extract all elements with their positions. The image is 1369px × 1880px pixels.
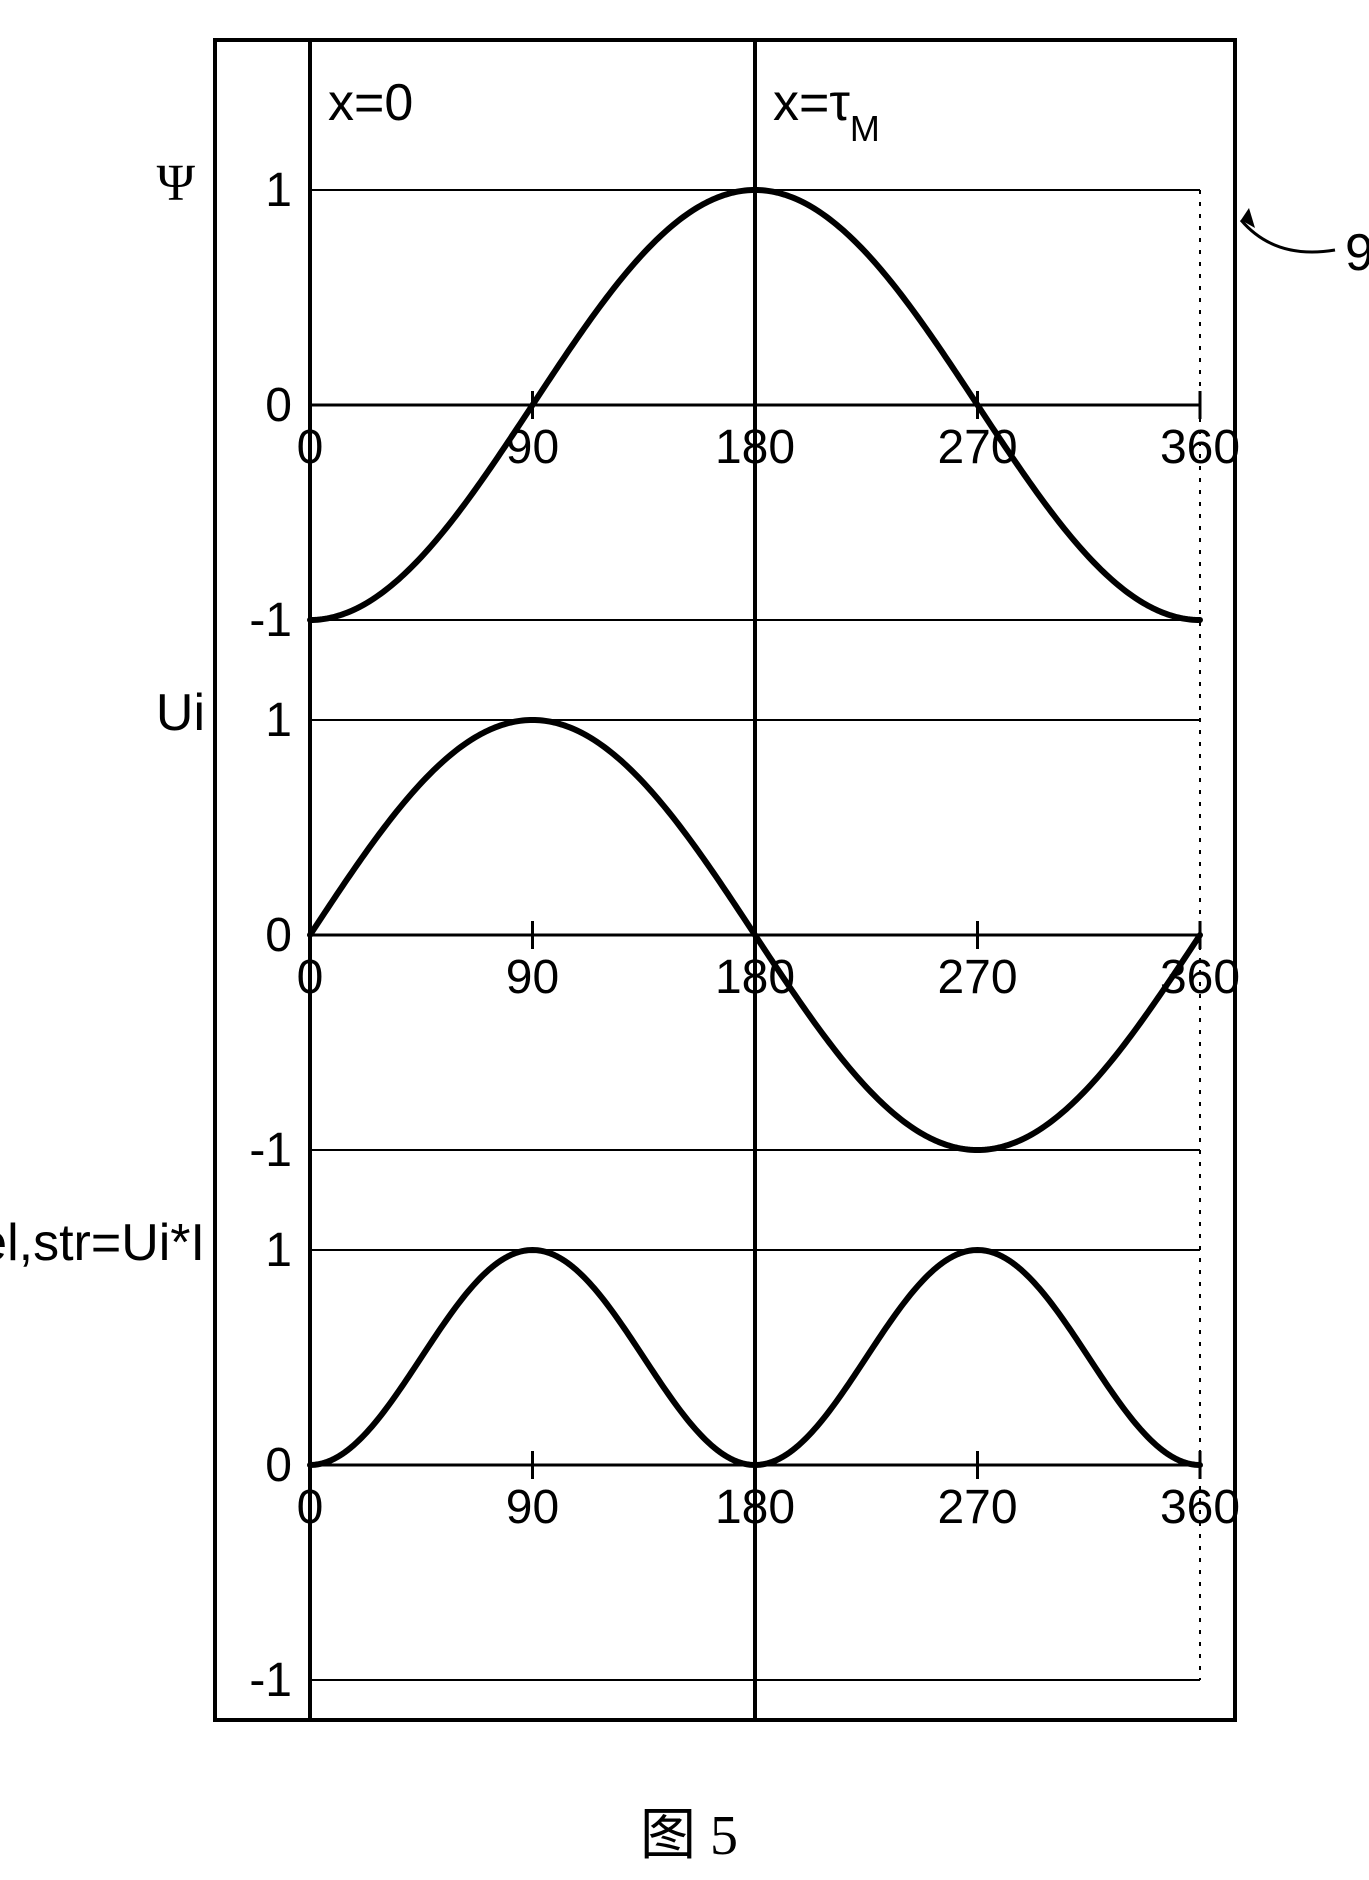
svg-text:Pel,str=Ui*I: Pel,str=Ui*I — [0, 1214, 205, 1272]
svg-text:180: 180 — [715, 421, 795, 474]
svg-text:90: 90 — [506, 1481, 559, 1534]
svg-text:360: 360 — [1160, 1481, 1240, 1534]
svg-text:90: 90 — [506, 951, 559, 1004]
svg-text:270: 270 — [937, 951, 1017, 1004]
svg-text:Ui: Ui — [156, 684, 205, 742]
svg-text:1: 1 — [265, 694, 292, 747]
svg-text:1: 1 — [265, 1224, 292, 1277]
figure-caption: 图 5 — [640, 1790, 738, 1871]
figure-svg: x=0 x=τM Ψ -1 0 1 0 90 180 270 360 Ui -1 0 1 0 90 180 270 3… — [0, 0, 1369, 1760]
svg-text:1: 1 — [265, 164, 292, 217]
svg-text:-1: -1 — [249, 1124, 292, 1177]
svg-text:0: 0 — [265, 909, 292, 962]
svg-text:x=τM: x=τM — [773, 74, 880, 149]
svg-text:360: 360 — [1160, 421, 1240, 474]
svg-text:-1: -1 — [249, 594, 292, 647]
svg-text:90: 90 — [1345, 224, 1369, 282]
svg-text:0: 0 — [265, 379, 292, 432]
svg-text:Ψ: Ψ — [157, 155, 196, 212]
svg-text:180: 180 — [715, 1481, 795, 1534]
svg-text:270: 270 — [937, 1481, 1017, 1534]
svg-text:0: 0 — [297, 421, 324, 474]
svg-text:0: 0 — [297, 951, 324, 1004]
svg-text:-1: -1 — [249, 1654, 292, 1707]
svg-text:0: 0 — [265, 1439, 292, 1492]
svg-text:x=0: x=0 — [328, 74, 413, 132]
svg-text:0: 0 — [297, 1481, 324, 1534]
